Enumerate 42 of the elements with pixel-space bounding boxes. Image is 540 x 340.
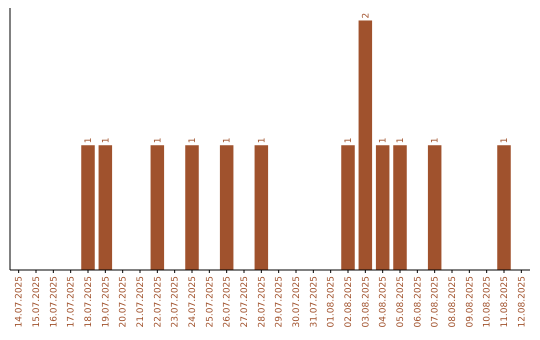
x-tick-label: 30.07.2025 <box>292 276 302 328</box>
x-tick-label: 23.07.2025 <box>170 276 181 328</box>
x-tick-label: 15.07.2025 <box>32 276 42 328</box>
data-label: 1 <box>257 138 268 144</box>
data-label: 1 <box>153 138 164 144</box>
x-tick-label: 02.08.2025 <box>344 276 354 328</box>
x-tick-label: 11.08.2025 <box>500 276 510 328</box>
x-tick-label: 31.07.2025 <box>309 276 320 328</box>
x-tick-label: 05.08.2025 <box>396 276 406 328</box>
x-tick-label: 03.08.2025 <box>361 276 372 328</box>
data-label: 1 <box>430 138 441 144</box>
x-tick-label: 20.07.2025 <box>118 276 129 328</box>
x-tick-label: 09.08.2025 <box>465 276 476 328</box>
x-tick-label: 06.08.2025 <box>413 276 424 328</box>
x-tick-label: 28.07.2025 <box>257 276 268 328</box>
x-tick-label: 18.07.2025 <box>84 276 94 328</box>
data-label: 1 <box>344 138 354 144</box>
x-tick-label: 01.08.2025 <box>326 276 337 328</box>
data-label: 1 <box>188 138 198 144</box>
x-tick-label: 14.07.2025 <box>14 276 25 328</box>
data-label: 2 <box>361 12 372 18</box>
x-tick-label: 19.07.2025 <box>101 276 112 328</box>
data-label: 1 <box>378 138 389 144</box>
x-tick-label: 21.07.2025 <box>136 276 146 328</box>
data-label: 1 <box>84 138 94 144</box>
x-tick-label: 16.07.2025 <box>49 276 60 328</box>
x-tick-label: 29.07.2025 <box>274 276 285 328</box>
data-label: 1 <box>101 138 112 144</box>
x-tick-label: 25.07.2025 <box>205 276 216 328</box>
data-label: 1 <box>222 138 233 144</box>
x-tick-label: 26.07.2025 <box>222 276 233 328</box>
x-tick-label: 27.07.2025 <box>240 276 250 328</box>
x-tick-label: 24.07.2025 <box>188 276 198 328</box>
x-tick-label: 07.08.2025 <box>430 276 441 328</box>
x-tick-label: 10.08.2025 <box>482 276 493 328</box>
x-tick-label: 22.07.2025 <box>153 276 164 328</box>
data-label: 1 <box>396 138 406 144</box>
x-tick-label: 08.08.2025 <box>448 276 458 328</box>
x-tick-label: 04.08.2025 <box>378 276 389 328</box>
data-label: 1 <box>500 138 510 144</box>
x-tick-label: 17.07.2025 <box>66 276 77 328</box>
x-tick-label: 12.08.2025 <box>517 276 528 328</box>
